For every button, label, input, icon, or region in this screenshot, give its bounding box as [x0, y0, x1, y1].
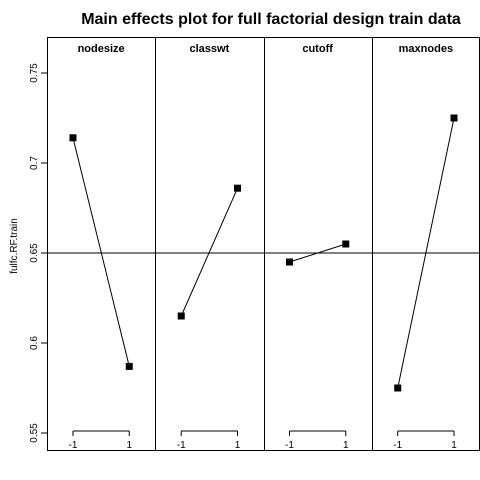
panel-label-nodesize: nodesize: [78, 43, 125, 55]
data-point-nodesize-high: [125, 362, 133, 370]
chart-title: Main effects plot for full factorial des…: [81, 11, 461, 28]
panel-label-cutoff: cutoff: [302, 43, 333, 55]
data-point-classwt-low: [177, 312, 185, 320]
effect-line-classwt: [180, 187, 238, 317]
y-tick-label: 0.7: [29, 156, 40, 170]
y-tick-label: 0.6: [29, 336, 40, 350]
plot-area: 0.55 0.6 0.65 0.7 0.75 nodesize -1 1 classwt -1 1 c…: [29, 37, 480, 451]
x-tick-label: -1: [393, 440, 402, 451]
effect-line-nodesize: [72, 137, 130, 367]
data-point-nodesize-low: [69, 134, 77, 142]
plot-frame: [47, 37, 480, 451]
panel-label-classwt: classwt: [190, 43, 230, 55]
effect-line-cutoff: [289, 243, 346, 263]
x-tick-label: -1: [285, 440, 294, 451]
x-tick-label: 1: [235, 440, 241, 451]
data-point-maxnodes-low: [394, 384, 402, 392]
y-tick-label: 0.55: [29, 423, 40, 443]
y-axis-label: fulfc.RF.train: [9, 218, 20, 274]
y-tick-label: 0.75: [29, 63, 40, 83]
x-tick-label: 1: [451, 440, 457, 451]
y-tick-label: 0.65: [29, 243, 40, 263]
data-point-cutoff-high: [342, 240, 350, 248]
panel-label-maxnodes: maxnodes: [399, 43, 453, 55]
data-point-maxnodes-high: [450, 114, 458, 122]
x-tick-label: 1: [343, 440, 349, 451]
x-tick-label: -1: [69, 440, 78, 451]
x-tick-label: -1: [177, 440, 186, 451]
data-point-classwt-high: [234, 184, 242, 192]
x-tick-label: 1: [126, 440, 132, 451]
effect-line-maxnodes: [397, 117, 455, 389]
data-point-cutoff-low: [285, 258, 293, 266]
